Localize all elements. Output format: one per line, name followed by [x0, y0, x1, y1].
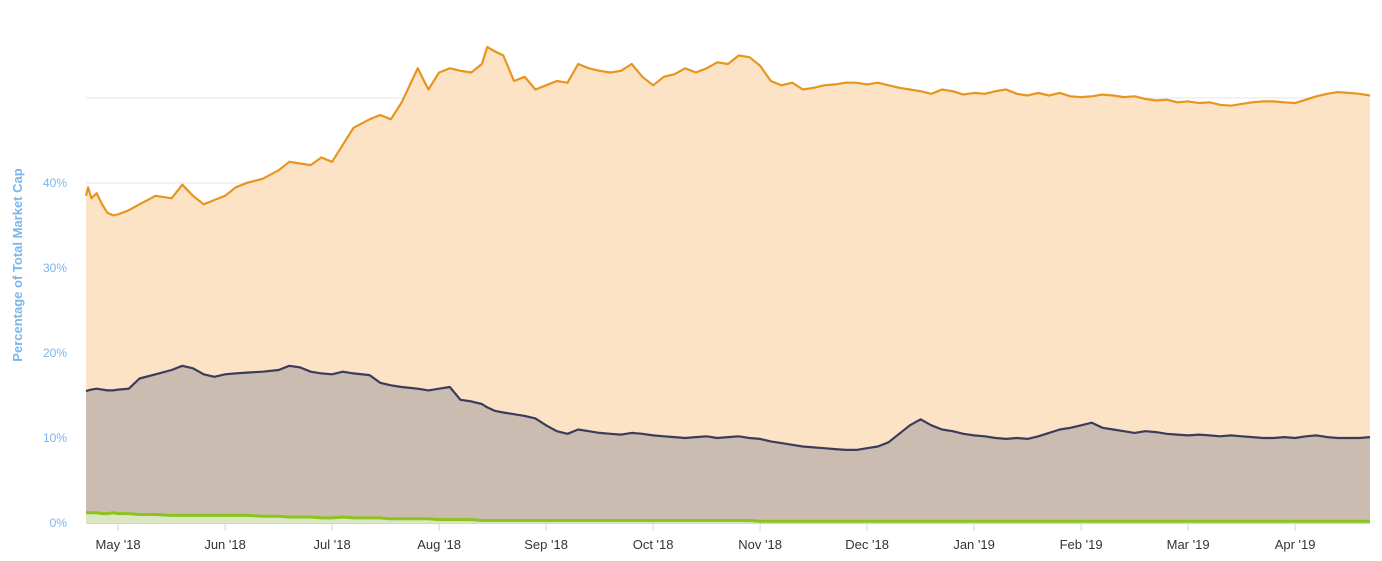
- x-tick-label: Nov '18: [738, 537, 782, 552]
- series-2-line[interactable]: [86, 511, 1370, 523]
- x-tick-label: Jan '19: [953, 537, 995, 552]
- series-area-layer: [86, 47, 1370, 523]
- y-tick-label: 30%: [43, 261, 67, 275]
- y-tick-label: 0%: [50, 516, 68, 530]
- x-tick-label: Dec '18: [845, 537, 889, 552]
- x-tick-labels: May '18 Jun '18 Jul '18 Aug '18 Sep '18 Oct '…: [96, 523, 1316, 552]
- series-1-line[interactable]: [85, 364, 1371, 451]
- series-1-area: [86, 365, 1370, 523]
- y-tick-label: 10%: [43, 431, 67, 445]
- x-tick-label: Aug '18: [417, 537, 461, 552]
- x-tick-label: May '18: [96, 537, 141, 552]
- y-tick-label: 20%: [43, 346, 67, 360]
- y-tick-label: 40%: [43, 176, 67, 190]
- x-tick-label: Jul '18: [314, 537, 351, 552]
- y-tick-labels: 0% 10% 20% 30% 40%: [43, 176, 67, 530]
- series-0-line[interactable]: [84, 45, 1371, 217]
- x-tick-label: Oct '18: [633, 537, 674, 552]
- x-tick-label: Sep '18: [524, 537, 568, 552]
- x-tick-label: Feb '19: [1060, 537, 1103, 552]
- series-line-layer: [84, 45, 1371, 523]
- series-2-area: [86, 512, 1370, 523]
- y-axis-title: Percentage of Total Market Cap: [10, 168, 25, 361]
- x-tick-label: Apr '19: [1275, 537, 1316, 552]
- x-tick-label: Mar '19: [1167, 537, 1210, 552]
- x-tick-label: Jun '18: [204, 537, 246, 552]
